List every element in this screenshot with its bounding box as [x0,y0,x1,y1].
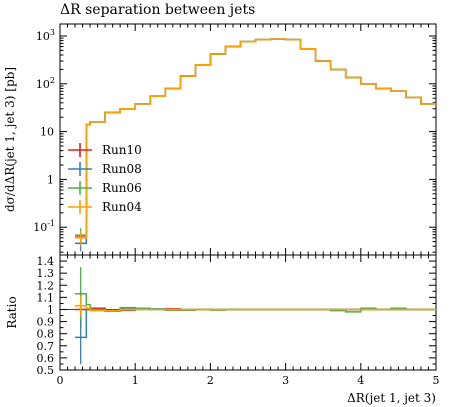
ratio-y-tick-label: 1 [47,303,54,316]
y-tick-label: 102 [36,76,55,91]
ratio-y-tick-label: 1.1 [37,291,55,304]
y-axis-label: dσ/dΔR(jet 1, jet 3) [pb] [3,67,17,212]
page-title: ΔR separation between jets [60,2,256,18]
ratio-y-tick-label: 1.3 [37,267,55,280]
ratio-line-run08 [75,308,436,339]
ratio-line-run04 [75,305,436,312]
ratio-y-axis-label: Ratio [5,296,19,328]
series-line-run04 [75,38,436,239]
x-tick-label: 0 [57,374,64,387]
ratio-plot-frame [59,254,437,371]
x-tick-label: 2 [207,374,214,387]
x-tick-label: 1 [132,374,139,387]
main-plot-frame [59,23,437,256]
y-tick-label: 10 [40,126,54,139]
legend-label-run08: Run08 [102,162,142,176]
ratio-y-tick-label: 0.6 [37,352,55,365]
legend-label-run04: Run04 [102,200,142,214]
x-axis-label: ΔR(jet 1, jet 3) [347,391,436,405]
x-tick-label: 5 [433,374,440,387]
y-tick-label: 1 [47,173,54,186]
ratio-y-tick-label: 0.8 [37,328,55,341]
ratio-y-tick-label: 0.9 [37,316,55,329]
x-tick-label: 4 [357,374,364,387]
x-tick-label: 3 [282,374,289,387]
legend-label-run06: Run06 [102,181,142,195]
ratio-y-tick-label: 0.7 [37,340,55,353]
y-tick-label: 103 [36,28,55,43]
ratio-y-tick-label: 1.2 [37,279,55,292]
y-tick-label: 10-1 [33,219,55,234]
ratio-y-tick-label: 1.4 [37,255,55,268]
ratio-y-tick-label: 0.5 [37,364,55,377]
legend-label-run10: Run10 [102,143,142,157]
